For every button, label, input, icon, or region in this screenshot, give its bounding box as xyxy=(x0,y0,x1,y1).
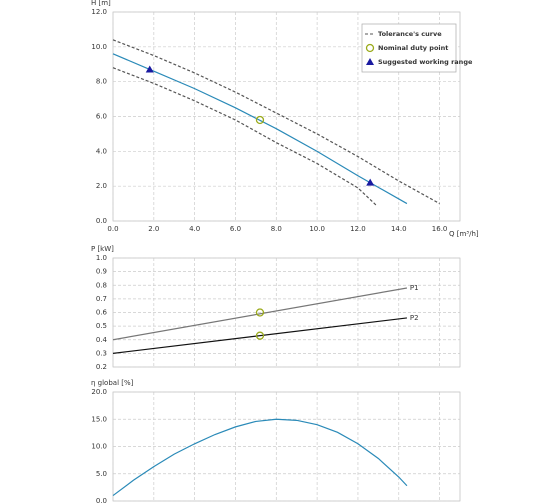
legend-label: Tolerance's curve xyxy=(378,30,442,38)
y-tick-label: 0.2 xyxy=(96,363,107,371)
y-tick-label: 0.9 xyxy=(96,268,107,276)
legend-box xyxy=(361,23,457,73)
y-tick-label: 0.0 xyxy=(96,497,107,504)
series-label: P2 xyxy=(410,314,419,322)
y-tick-label: 20.0 xyxy=(91,388,107,396)
working-point xyxy=(145,65,154,73)
curve xyxy=(112,418,408,497)
curve xyxy=(112,287,408,341)
y-tick-label: 6.0 xyxy=(96,113,107,121)
y-tick-label: 10.0 xyxy=(91,443,107,451)
x-tick-label: 16.0 xyxy=(432,225,448,233)
legend-label: Suggested working range xyxy=(378,58,473,66)
x-tick-label: 8.0 xyxy=(271,225,282,233)
y-tick-label: 15.0 xyxy=(91,415,107,423)
x-tick-label: 14.0 xyxy=(391,225,407,233)
y-tick-label: 0.5 xyxy=(96,322,107,330)
y-tick-label: 0.8 xyxy=(96,281,107,289)
series-label: P1 xyxy=(410,284,419,292)
x-tick-label: 4.0 xyxy=(189,225,200,233)
legend-label: Nominal duty point xyxy=(378,44,448,52)
y-axis-label: H [m] xyxy=(91,0,111,7)
curve xyxy=(112,53,408,205)
curve xyxy=(112,317,408,354)
y-tick-label: 0.6 xyxy=(96,309,108,317)
y-tick-label: 1.0 xyxy=(96,254,107,262)
x-tick-label: 6.0 xyxy=(230,225,241,233)
x-tick-label: 0.0 xyxy=(107,225,118,233)
duty-point xyxy=(255,331,265,340)
y-axis-label: P [kW] xyxy=(91,245,114,253)
y-tick-label: 0.0 xyxy=(96,217,107,225)
y-tick-label: 0.3 xyxy=(96,349,107,357)
x-tick-label: 2.0 xyxy=(148,225,159,233)
duty-point xyxy=(255,115,265,125)
y-tick-label: 12.0 xyxy=(91,8,107,16)
working-point xyxy=(366,178,375,186)
y-tick-label: 2.0 xyxy=(96,182,107,190)
x-tick-label: 12.0 xyxy=(350,225,366,233)
legend-marker xyxy=(366,58,374,65)
curve xyxy=(112,67,377,206)
y-tick-label: 8.0 xyxy=(96,78,107,86)
legend-marker xyxy=(365,43,375,53)
y-tick-label: 5.0 xyxy=(96,470,107,478)
x-axis-label: Q [m³/h] xyxy=(449,230,479,238)
y-tick-label: 0.4 xyxy=(96,336,108,344)
duty-point xyxy=(255,308,265,317)
y-axis-label: η global [%] xyxy=(91,379,134,387)
y-tick-label: 10.0 xyxy=(91,43,107,51)
y-tick-label: 4.0 xyxy=(96,147,107,155)
x-tick-label: 10.0 xyxy=(309,225,325,233)
y-tick-label: 0.7 xyxy=(96,295,107,303)
